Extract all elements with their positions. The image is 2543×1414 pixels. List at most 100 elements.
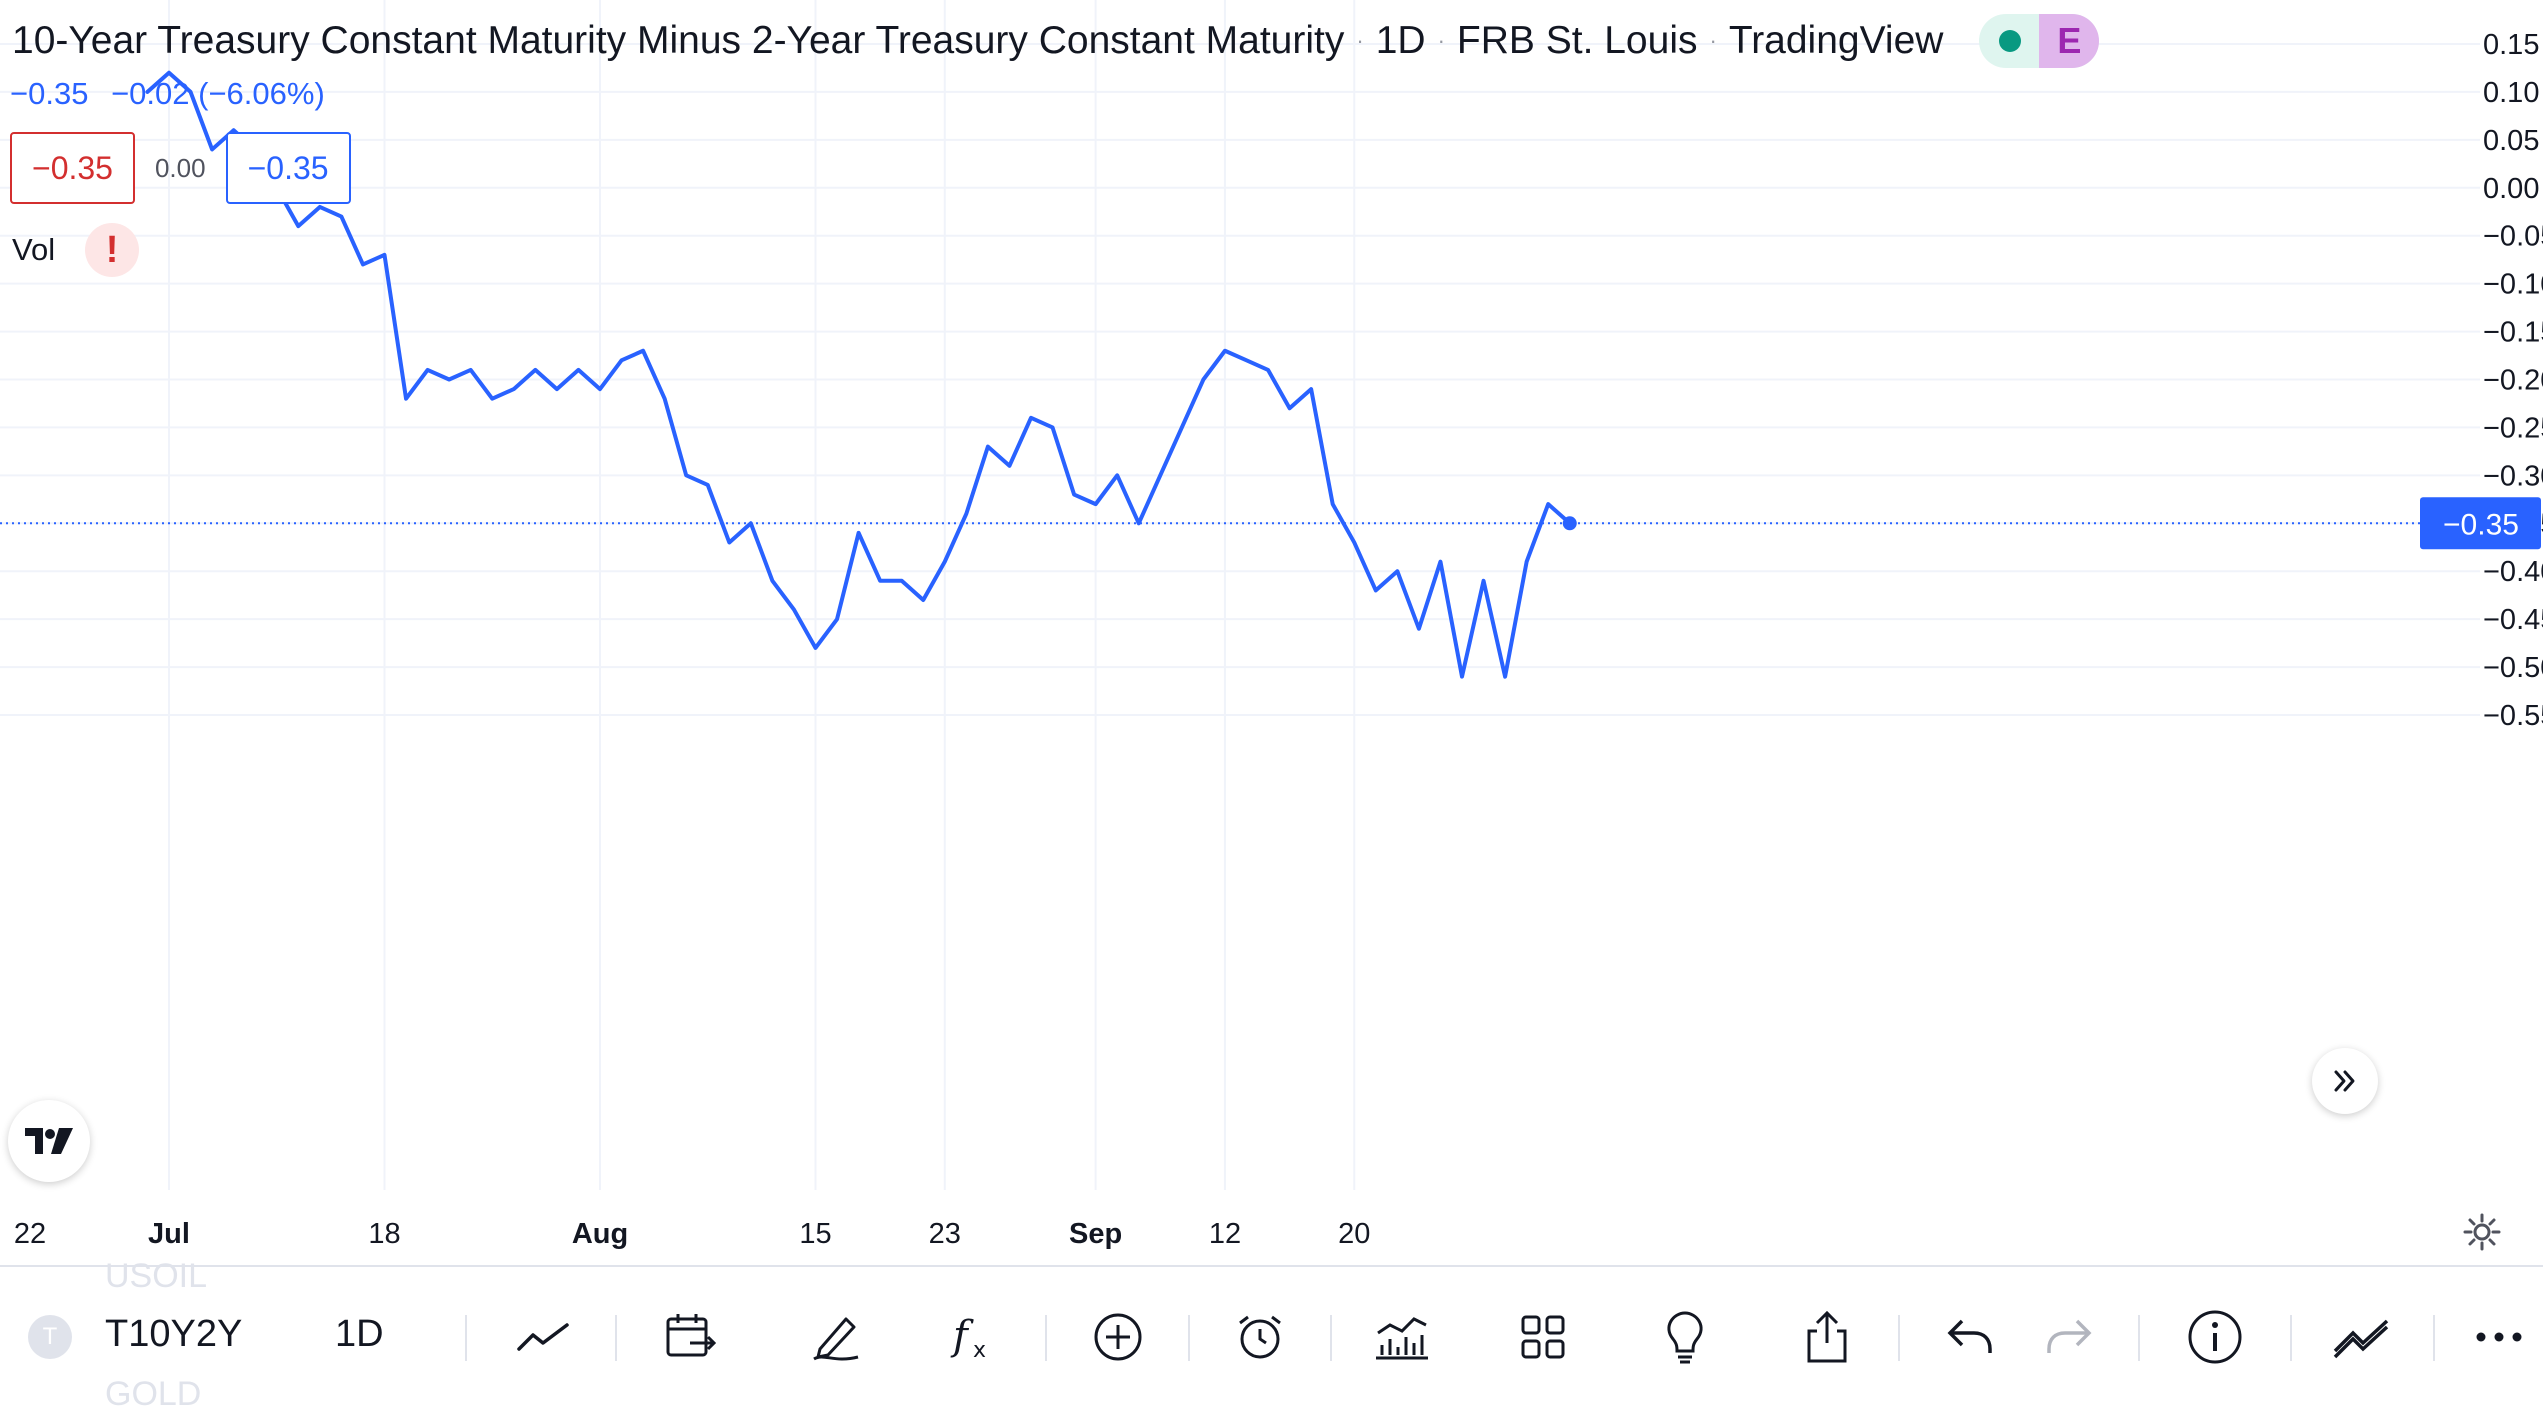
info-icon bbox=[2188, 1310, 2242, 1364]
y-tick-label: −0.25 bbox=[2483, 412, 2543, 444]
double-chevron-right-icon bbox=[2334, 1070, 2355, 1092]
y-tick-label: −0.40 bbox=[2483, 556, 2543, 588]
alert-button[interactable] bbox=[1230, 1307, 1290, 1367]
chart-type-icon bbox=[517, 1323, 569, 1351]
price-chart[interactable]: 0.15 0.10 0.05 0.00 −0.05 −0.10 −0.15 −0.20 −0.2… bbox=[0, 0, 2543, 1265]
add-button[interactable] bbox=[1088, 1307, 1148, 1367]
x-tick-label: Sep bbox=[1069, 1218, 1122, 1250]
chart-area[interactable]: 0.15 0.10 0.05 0.00 −0.05 −0.10 −0.15 −0.20 −0.2… bbox=[0, 0, 2543, 1265]
header-interval[interactable]: 1D bbox=[1375, 19, 1426, 62]
chart-header: 10-Year Treasury Constant Maturity Minus… bbox=[12, 14, 2100, 68]
ideas-button[interactable] bbox=[1655, 1307, 1715, 1367]
settings-gear-icon[interactable] bbox=[2460, 1210, 2504, 1254]
y-tick-label: 0.10 bbox=[2483, 77, 2539, 109]
symbol-selector[interactable]: T10Y2Y bbox=[105, 1313, 243, 1355]
ghost-symbol-below: GOLD bbox=[105, 1375, 202, 1413]
x-tick-label: 23 bbox=[929, 1218, 961, 1250]
toolbar-divider bbox=[2290, 1315, 2292, 1361]
market-status-pill[interactable]: E bbox=[1979, 14, 2100, 68]
toolbar-divider bbox=[2433, 1315, 2435, 1361]
toolbar-divider bbox=[465, 1315, 467, 1361]
svg-text:f: f bbox=[950, 1313, 974, 1359]
warning-icon[interactable]: ! bbox=[85, 223, 140, 277]
share-button[interactable] bbox=[1797, 1307, 1857, 1367]
y-tick-label: −0.55 bbox=[2483, 700, 2543, 732]
data-source: FRB St. Louis bbox=[1456, 19, 1698, 62]
last-value: −0.35 bbox=[10, 76, 89, 111]
drawing-button[interactable] bbox=[806, 1307, 866, 1367]
separator-dot: · bbox=[1437, 28, 1445, 53]
trading-button[interactable] bbox=[2331, 1307, 2391, 1367]
scroll-to-realtime-button[interactable] bbox=[2312, 1048, 2378, 1114]
volume-label[interactable]: Vol bbox=[12, 232, 56, 267]
separator-dot: · bbox=[1356, 28, 1364, 53]
x-tick-label: 15 bbox=[799, 1218, 831, 1250]
platform-name: TradingView bbox=[1728, 19, 1944, 62]
x-tick-label: Jul bbox=[148, 1218, 190, 1250]
sell-button[interactable]: −0.35 bbox=[10, 132, 135, 204]
gear-glyph bbox=[2463, 1213, 2501, 1251]
tv-logo-glyph bbox=[25, 1128, 73, 1154]
info-button[interactable] bbox=[2185, 1307, 2245, 1367]
ideas-lightbulb-icon bbox=[1667, 1311, 1703, 1364]
trading-icon bbox=[2333, 1319, 2389, 1359]
compare-date-range-button[interactable] bbox=[660, 1307, 720, 1367]
series-line bbox=[145, 70, 1572, 679]
y-tick-label: 0.05 bbox=[2483, 125, 2539, 157]
spread-value: 0.00 bbox=[154, 152, 206, 183]
undo-icon bbox=[1947, 1319, 1992, 1353]
earnings-badge[interactable]: E bbox=[2039, 14, 2100, 68]
y-tick-label: −0.30 bbox=[2483, 460, 2543, 492]
y-tick-label: 0.00 bbox=[2483, 173, 2539, 205]
separator-dot: · bbox=[1709, 28, 1717, 53]
y-tick-label: −0.20 bbox=[2483, 365, 2543, 397]
bar-chart-button[interactable] bbox=[1372, 1307, 1432, 1367]
redo-icon bbox=[2047, 1319, 2092, 1353]
y-tick-label: −0.15 bbox=[2483, 317, 2543, 349]
ghost-symbol-above: USOIL bbox=[105, 1257, 208, 1295]
trade-buttons: −0.35 0.00 −0.35 bbox=[10, 132, 351, 204]
alert-clock-icon bbox=[1239, 1315, 1281, 1359]
y-tick-label: −0.50 bbox=[2483, 652, 2543, 684]
toolbar-divider bbox=[1045, 1315, 1047, 1361]
x-tick-label: 22 bbox=[14, 1218, 46, 1250]
x-tick-label: 12 bbox=[1209, 1218, 1241, 1250]
more-icon bbox=[2476, 1332, 2522, 1342]
y-tick-label: 0.15 bbox=[2483, 29, 2539, 61]
x-tick-label: 18 bbox=[368, 1218, 400, 1250]
change-value: −0.02 (−6.06%) bbox=[111, 76, 325, 111]
last-price-label bbox=[2420, 497, 2541, 550]
toolbar-divider bbox=[1330, 1315, 1332, 1361]
toolbar-divider bbox=[615, 1315, 617, 1361]
toolbar-divider bbox=[2138, 1315, 2140, 1361]
share-icon bbox=[1807, 1310, 1847, 1363]
more-button[interactable] bbox=[2469, 1307, 2529, 1367]
bar-chart-icon bbox=[1376, 1317, 1428, 1360]
tradingview-logo-icon[interactable] bbox=[8, 1100, 90, 1182]
buy-button[interactable]: −0.35 bbox=[225, 132, 351, 204]
toolbar-divider bbox=[1898, 1315, 1900, 1361]
y-tick-label: −0.10 bbox=[2483, 269, 2543, 301]
interval-selector[interactable]: 1D bbox=[335, 1313, 384, 1355]
y-tick-label: −0.05 bbox=[2483, 221, 2543, 253]
change-line: −0.35 −0.02 (−6.06%) bbox=[10, 76, 339, 112]
y-tick-label: −0.45 bbox=[2483, 604, 2543, 636]
volume-legend: Vol ! bbox=[12, 223, 140, 277]
market-open-icon bbox=[1999, 30, 2022, 52]
compare-date-range-icon bbox=[666, 1314, 716, 1357]
toolbar-divider bbox=[1188, 1315, 1190, 1361]
svg-text:x: x bbox=[973, 1338, 986, 1363]
symbol-title[interactable]: 10-Year Treasury Constant Maturity Minus… bbox=[12, 19, 1345, 62]
last-price-label-text: −0.35 bbox=[2443, 508, 2519, 541]
chart-type-button[interactable] bbox=[513, 1307, 573, 1367]
redo-button[interactable] bbox=[2039, 1307, 2099, 1367]
x-tick-label: Aug bbox=[572, 1218, 628, 1250]
drawing-pen-icon bbox=[813, 1317, 859, 1361]
add-plus-icon bbox=[1094, 1313, 1142, 1361]
last-point-marker bbox=[1562, 516, 1577, 531]
layout-button[interactable] bbox=[1513, 1307, 1573, 1367]
undo-button[interactable] bbox=[1940, 1307, 2000, 1367]
layout-grid-icon bbox=[1521, 1315, 1565, 1359]
